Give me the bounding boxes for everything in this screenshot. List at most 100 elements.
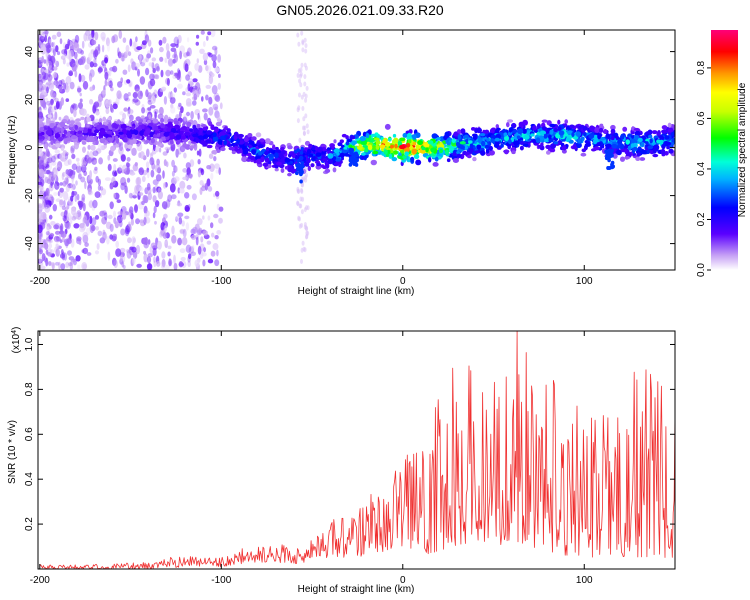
heatmap-cell [295,171,299,176]
heatmap-cell [38,203,44,210]
heatmap-cell [206,65,212,74]
heatmap-cell [206,144,213,149]
heatmap-cell [97,184,101,191]
heatmap-cell [210,72,215,78]
heatmap-cell [72,212,79,220]
heatmap-cell [62,82,67,90]
heatmap-cell [177,187,181,194]
heatmap-cell [486,137,490,142]
heatmap-cell [375,145,380,150]
heatmap-cell [55,143,61,148]
heatmap-cell [102,89,106,95]
heatmap-cell [152,195,157,203]
heatmap-cell [203,204,206,213]
heatmap-cell [62,215,67,222]
heatmap-cell [603,128,608,134]
heatmap-cell [123,107,128,112]
heatmap-cell [630,143,635,148]
heatmap-cell [606,154,610,159]
heatmap-cell [38,247,42,253]
heatmap-cell [78,73,82,83]
heatmap-cell [129,114,134,122]
y-tick-label: -20 [24,188,35,203]
heatmap-cell [122,69,128,75]
heatmap-cell [530,133,535,137]
heatmap-cell [206,240,212,245]
heatmap-cell [439,148,443,154]
heatmap-cell [653,144,660,151]
heatmap-cell [173,262,178,270]
heatmap-cell [182,228,187,238]
heatmap-cell [71,63,78,72]
heatmap-cell [152,212,156,219]
heatmap-cell [303,62,307,68]
heatmap-cell [97,67,103,73]
heatmap-cell [189,145,196,149]
heatmap-cell [139,54,142,61]
heatmap-cell [39,186,45,192]
heatmap-cell [71,191,78,196]
heatmap-cell [78,200,84,208]
heatmap-cell [50,221,56,226]
heatmap-cell [132,250,138,259]
heatmap-cell [113,259,118,269]
heatmap-cell [145,55,149,63]
heatmap-cell [120,55,126,62]
heatmap-cell [456,153,462,158]
heatmap-cell [430,147,435,153]
heatmap-cell [223,140,227,146]
y-tick-label: 0.2 [24,517,35,531]
heatmap-cell [44,195,51,201]
heatmap-cell [111,235,117,242]
heatmap-cell [315,152,322,157]
heatmap-cell [137,68,140,77]
heatmap-cell [605,143,612,148]
heatmap-cell [45,257,49,267]
heatmap-cell [154,111,157,120]
heatmap-cell [67,158,72,166]
heatmap-cell [162,36,167,44]
heatmap-cell [145,128,151,134]
heatmap-cell [134,185,139,194]
heatmap-cell [171,170,175,177]
heatmap-cell [179,50,183,60]
heatmap-cell [608,154,613,158]
heatmap-cell [508,127,513,133]
heatmap-cell [379,144,386,150]
heatmap-cell [300,209,304,215]
heatmap-cell [244,142,249,146]
x-tick-label: -100 [211,575,231,586]
heatmap-cell [214,163,220,170]
y-tick-label: 1.0 [24,337,35,351]
heatmap-cell [38,150,44,157]
heatmap-cell [260,156,265,163]
heatmap-cell [96,124,101,130]
heatmap-cell [130,58,134,65]
heatmap-cell [668,148,674,154]
heatmap-cell [363,154,367,161]
heatmap-cell [242,148,249,155]
heatmap-cell [624,148,628,154]
heatmap-cell [214,106,218,112]
heatmap-cell [169,70,174,75]
heatmap-cell [38,74,43,81]
heatmap-cell [209,163,215,172]
heatmap-cell [101,188,107,196]
heatmap-cell [299,179,303,184]
heatmap-cell [102,63,106,69]
heatmap-cell [62,172,67,177]
heatmap-cell [41,241,47,249]
heatmap-cell [44,143,48,150]
heatmap-cell [106,42,111,52]
heatmap-cell [392,133,397,138]
heatmap-cell [344,153,350,157]
heatmap-cell [53,48,56,57]
heatmap-cell [106,81,111,86]
heatmap-cell [174,176,180,182]
heatmap-cell [149,73,155,81]
heatmap-cell [75,255,81,262]
heatmap-cell [45,207,48,211]
heatmap-cell [39,165,44,169]
heatmap-cell [134,204,138,214]
heatmap-cell [116,90,122,99]
